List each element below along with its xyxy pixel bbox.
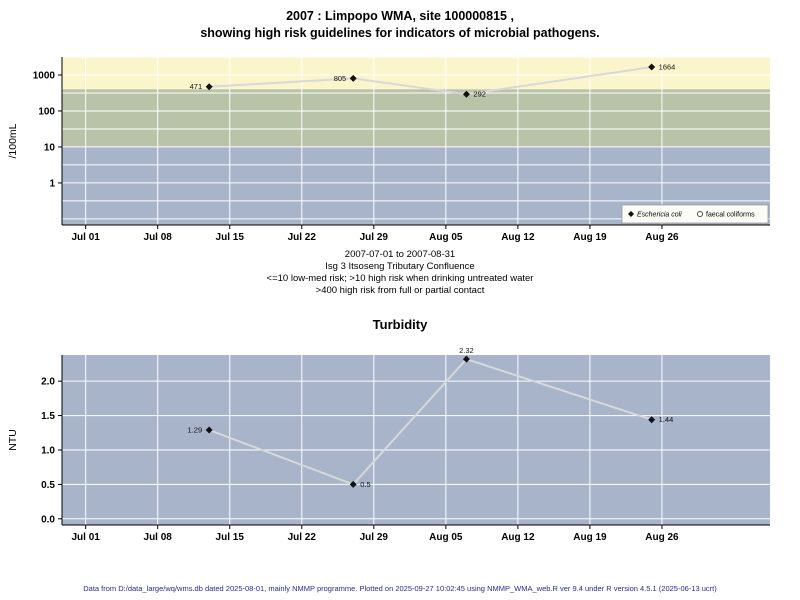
svg-text:Aug 12: Aug 12	[501, 532, 535, 543]
ecoli-chart: Jul 01 Jul 08 Jul 15 Jul 22 Jul 29 Aug 05 Aug …	[7, 56, 770, 243]
svg-text:Jul 08: Jul 08	[144, 232, 173, 243]
svg-text:Jul 15: Jul 15	[216, 232, 245, 243]
svg-text:0.5: 0.5	[41, 480, 55, 491]
svg-text:1000: 1000	[33, 70, 56, 81]
svg-text:/100mL: /100mL	[7, 123, 19, 158]
caption-risk-contact: >400 high risk from full or partial cont…	[315, 285, 485, 296]
svg-text:805: 805	[334, 74, 347, 83]
svg-text:1: 1	[49, 178, 55, 189]
svg-text:2.0: 2.0	[41, 377, 55, 388]
caption-date-range: 2007-07-01 to 2007-08-31	[344, 249, 456, 260]
turbidity-title: Turbidity	[372, 317, 428, 332]
svg-text:0.0: 0.0	[41, 514, 55, 525]
svg-text:Aug 26: Aug 26	[645, 232, 679, 243]
svg-text:Aug 12: Aug 12	[501, 232, 535, 243]
svg-text:Eschericia coli: Eschericia coli	[637, 212, 682, 219]
footer-note: Data from D:/data_large/wq/wms.db dated …	[83, 584, 717, 593]
svg-text:10: 10	[44, 142, 56, 153]
svg-text:1.0: 1.0	[41, 445, 55, 456]
svg-text:Jul 01: Jul 01	[71, 532, 100, 543]
svg-text:Aug 05: Aug 05	[429, 232, 463, 243]
svg-text:Jul 15: Jul 15	[216, 532, 245, 543]
svg-text:1.5: 1.5	[41, 411, 55, 422]
svg-text:1664: 1664	[659, 63, 676, 72]
svg-text:Jul 08: Jul 08	[144, 532, 173, 543]
chart-caption: 2007-07-01 to 2007-08-31 Isg 3 Itsoseng …	[0, 249, 800, 297]
svg-text:1.44: 1.44	[659, 415, 674, 424]
svg-text:1.29: 1.29	[188, 426, 203, 435]
turbidity-chart: Jul 01 Jul 08 Jul 15 Jul 22 Jul 29 Aug 05 Aug …	[7, 346, 770, 543]
svg-text:Aug 26: Aug 26	[645, 532, 679, 543]
svg-text:Aug 19: Aug 19	[573, 532, 607, 543]
svg-text:Jul 01: Jul 01	[71, 232, 100, 243]
caption-site-name: Isg 3 Itsoseng Tributary Confluence	[325, 261, 475, 272]
svg-text:NTU: NTU	[7, 429, 19, 451]
svg-text:Aug 05: Aug 05	[429, 532, 463, 543]
svg-text:Jul 29: Jul 29	[360, 232, 389, 243]
chart-title: 2007 : Limpopo WMA, site 100000815 , sho…	[0, 8, 800, 42]
svg-text:Jul 29: Jul 29	[360, 532, 389, 543]
svg-text:Jul 22: Jul 22	[288, 532, 317, 543]
svg-text:faecal coliforms: faecal coliforms	[706, 212, 755, 219]
svg-text:2.32: 2.32	[459, 346, 474, 355]
chart-title-line1: 2007 : Limpopo WMA, site 100000815 ,	[286, 9, 514, 23]
svg-text:100: 100	[38, 106, 55, 117]
svg-text:Aug 19: Aug 19	[573, 232, 607, 243]
svg-text:292: 292	[473, 90, 486, 99]
chart-title-line2: showing high risk guidelines for indicat…	[200, 26, 600, 40]
svg-text:471: 471	[190, 82, 203, 91]
caption-risk-drinking: <=10 low-med risk; >10 high risk when dr…	[266, 273, 534, 284]
svg-text:Jul 22: Jul 22	[288, 232, 317, 243]
svg-text:0.5: 0.5	[360, 480, 370, 489]
